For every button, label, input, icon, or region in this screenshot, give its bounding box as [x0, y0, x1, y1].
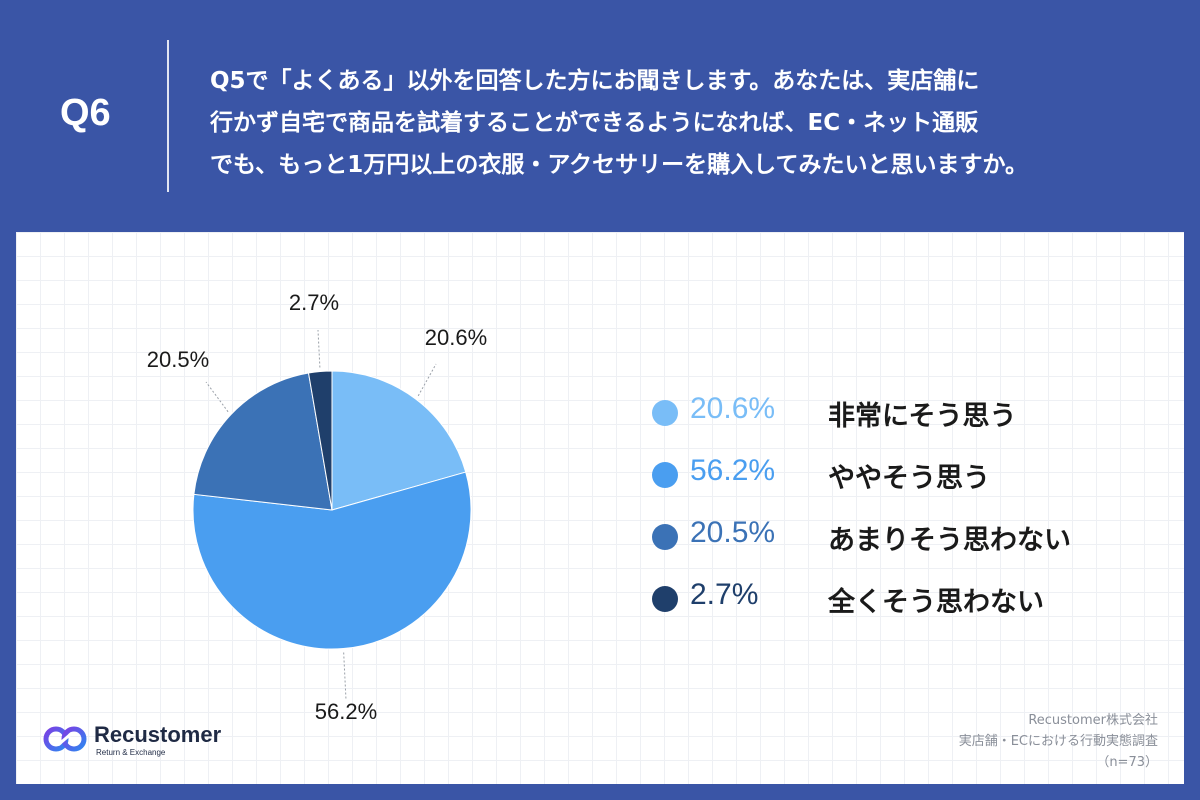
slice-leader-line [317, 329, 321, 368]
brand-tagline: Return & Exchange [96, 748, 166, 757]
question-number: Q6 [60, 92, 111, 134]
legend-item: 20.6% 非常にそう思う [652, 386, 1172, 448]
header-divider [167, 40, 169, 192]
legend-swatch [652, 400, 678, 426]
header: Q6 Q5で「よくある」以外を回答した方にお聞きします。あなたは、実店舗に 行か… [0, 0, 1200, 232]
legend-label: ややそう思う [828, 463, 990, 494]
slice-value-label: 20.5% [147, 347, 209, 372]
source-company: Recustomer株式会社 [1028, 713, 1158, 728]
question-text: Q5で「よくある」以外を回答した方にお聞きします。あなたは、実店舗に 行かず自宅… [210, 60, 1170, 186]
question-line: でも、もっと1万円以上の衣服・アクセサリーを購入してみたいと思いますか。 [210, 152, 1029, 178]
legend-value: 20.6% [690, 392, 776, 425]
source-sample-size: （n=73） [1096, 755, 1158, 770]
pie-slice [193, 372, 333, 511]
legend-label: 全くそう思わない [828, 587, 1044, 618]
legend-label: 非常にそう思う [828, 401, 1017, 432]
slice-leader-line [205, 381, 229, 413]
slice-leader-line [417, 363, 437, 397]
legend-swatch [652, 462, 678, 488]
legend-value: 56.2% [690, 454, 776, 487]
recustomer-logo-icon [43, 726, 87, 752]
slice-value-label: 56.2% [315, 699, 377, 724]
chart-panel: 20.6% 56.2% 20.5% 2.7% 20.6% 非常にそう思う 56.2% … [16, 232, 1184, 784]
question-line: 行かず自宅で商品を試着することができるようになれば、EC・ネット通販 [210, 110, 979, 136]
legend-item: 20.5% あまりそう思わない [652, 510, 1172, 572]
legend-swatch [652, 524, 678, 550]
legend-value: 2.7% [690, 578, 759, 611]
legend-item: 2.7% 全くそう思わない [652, 572, 1172, 634]
pie-slice [192, 471, 472, 650]
pie-slice [331, 370, 467, 511]
slice-leader-line [343, 652, 347, 701]
slice-value-label: 20.6% [425, 325, 487, 350]
source-survey: 実店舗・ECにおける行動実態調査 [958, 734, 1158, 749]
legend-value: 20.5% [690, 516, 776, 549]
source-note: Recustomer株式会社 実店舗・ECにおける行動実態調査 （n=73） [959, 710, 1158, 773]
legend-swatch [652, 586, 678, 612]
legend-label: あまりそう思わない [828, 525, 1071, 556]
slice-value-label: 2.7% [289, 290, 339, 315]
brand-name: Recustomer [94, 722, 222, 747]
legend-item: 56.2% ややそう思う [652, 448, 1172, 510]
legend: 20.6% 非常にそう思う 56.2% ややそう思う 20.5% あまりそう思わ… [652, 386, 1172, 634]
pie-chart: 20.6% 56.2% 20.5% 2.7% [147, 290, 487, 724]
pie-slice [307, 370, 333, 511]
question-line: Q5で「よくある」以外を回答した方にお聞きします。あなたは、実店舗に [210, 68, 980, 94]
